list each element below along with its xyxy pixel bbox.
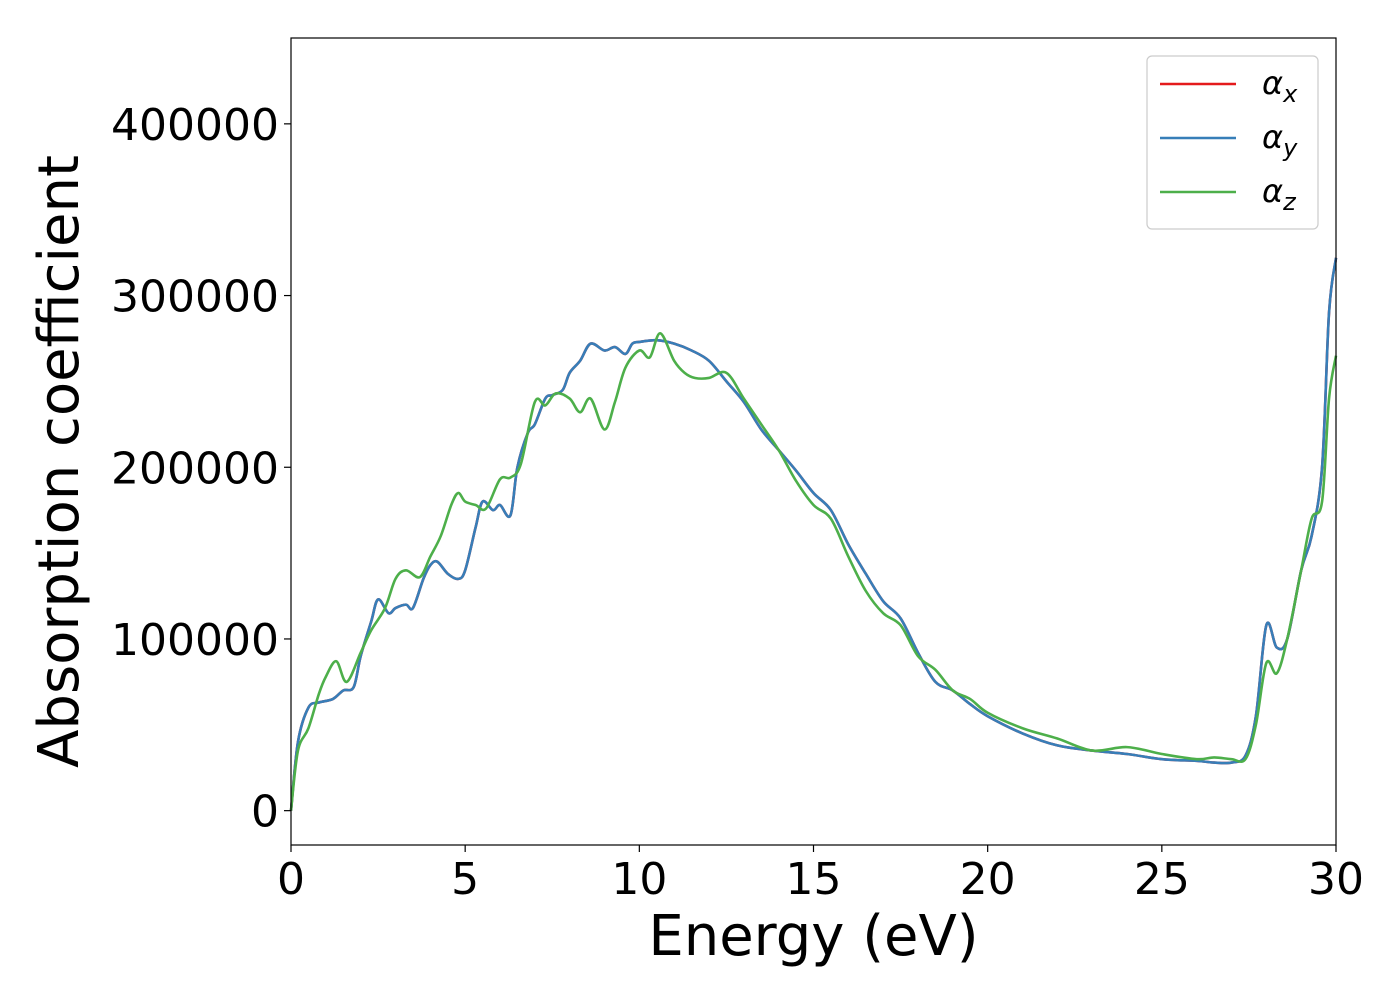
y-tick-label: 0: [251, 787, 279, 838]
x-axis-title: Energy (eV): [648, 904, 978, 969]
legend-label-z: αz: [1262, 172, 1297, 216]
legend-box: [1146, 55, 1319, 230]
legend: αx αy αz: [1146, 55, 1319, 230]
y-tick-label: 100000: [111, 615, 279, 666]
y-tick-label: 400000: [111, 100, 279, 151]
x-tick-label: 5: [451, 854, 479, 905]
x-tick-label: 0: [277, 854, 305, 905]
y-axis-ticks: 0 100000 200000 300000 400000: [111, 100, 291, 838]
y-tick-label: 300000: [111, 272, 279, 323]
series-line-z: [289, 332, 1338, 811]
y-axis-title: Absorption coefficient: [27, 155, 92, 768]
x-tick-label: 20: [960, 854, 1016, 905]
legend-label-x: αx: [1262, 64, 1298, 108]
series-line-x: [289, 257, 1338, 811]
x-tick-label: 30: [1308, 854, 1364, 905]
x-axis-ticks: 0 5 10 15 20 25 30: [277, 845, 1364, 905]
y-tick-label: 200000: [111, 443, 279, 494]
series-layer: [289, 257, 1338, 811]
x-tick-label: 10: [611, 854, 667, 905]
x-tick-label: 25: [1134, 854, 1190, 905]
series-line-y: [289, 257, 1338, 811]
legend-label-y: αy: [1262, 118, 1298, 162]
x-tick-label: 15: [786, 854, 842, 905]
